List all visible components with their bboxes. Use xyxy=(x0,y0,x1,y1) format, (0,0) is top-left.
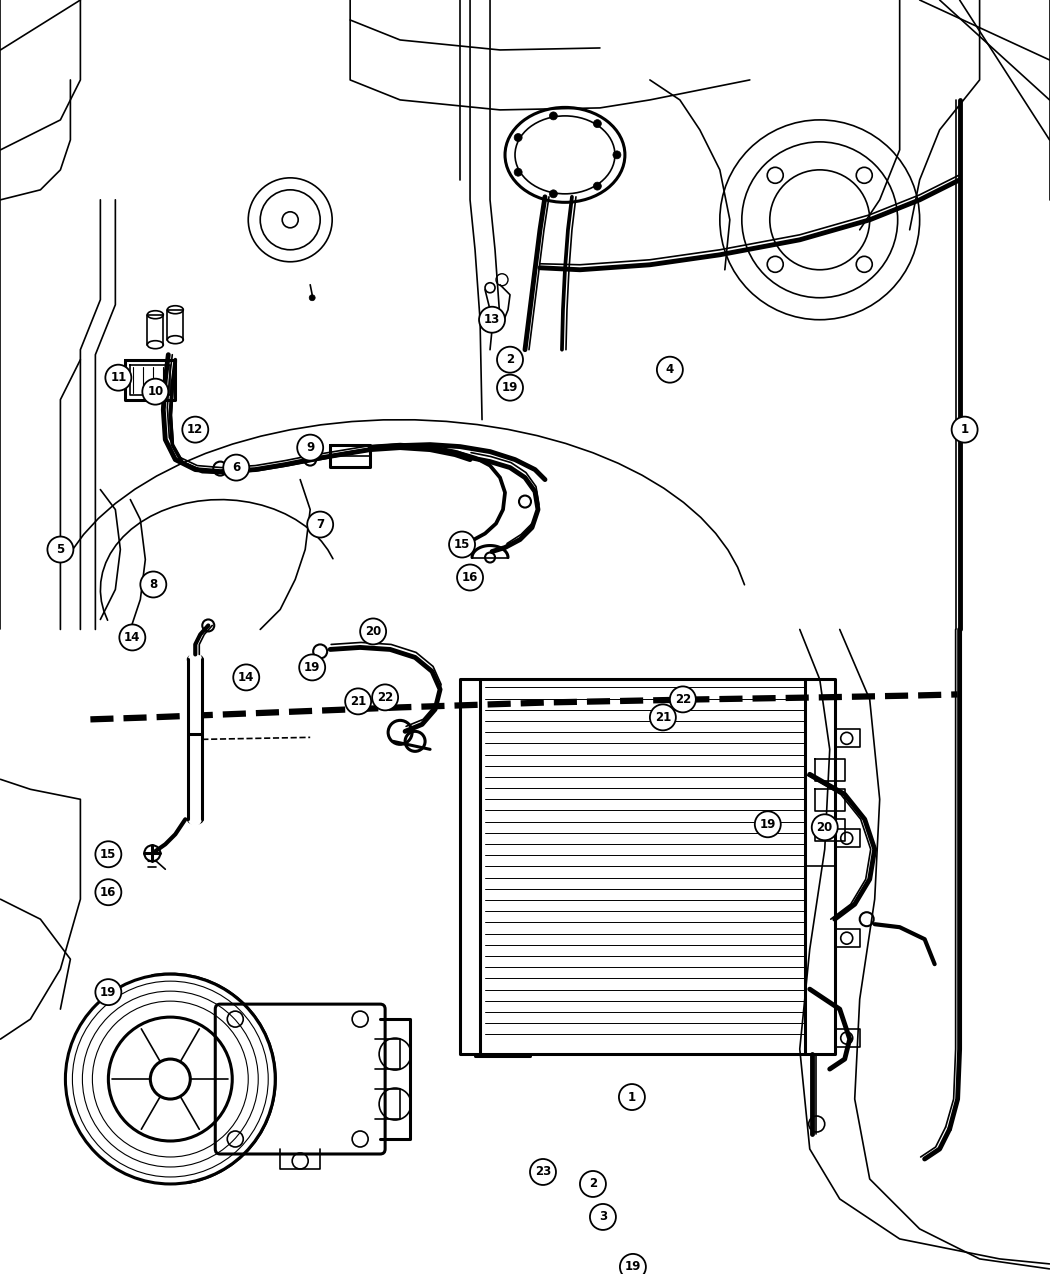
Circle shape xyxy=(613,150,621,159)
Text: 1: 1 xyxy=(961,423,969,436)
Text: 6: 6 xyxy=(232,462,240,474)
Text: 19: 19 xyxy=(304,660,320,674)
Circle shape xyxy=(620,1253,646,1275)
Text: 7: 7 xyxy=(316,518,324,532)
Circle shape xyxy=(372,685,398,710)
Text: 19: 19 xyxy=(100,986,117,998)
Circle shape xyxy=(812,815,838,840)
Text: 19: 19 xyxy=(502,381,519,394)
Text: 2: 2 xyxy=(506,353,514,366)
Text: 23: 23 xyxy=(534,1165,551,1178)
Text: 12: 12 xyxy=(187,423,204,436)
Text: 21: 21 xyxy=(655,711,671,724)
Circle shape xyxy=(96,842,122,867)
Circle shape xyxy=(549,190,558,198)
Text: 22: 22 xyxy=(377,691,394,704)
Text: 13: 13 xyxy=(484,314,500,326)
Text: 20: 20 xyxy=(817,821,833,834)
Circle shape xyxy=(120,625,145,650)
Circle shape xyxy=(449,532,475,557)
Circle shape xyxy=(143,379,168,404)
Circle shape xyxy=(299,654,326,681)
Circle shape xyxy=(360,618,386,644)
Circle shape xyxy=(549,112,558,120)
Text: 1: 1 xyxy=(628,1090,636,1104)
Circle shape xyxy=(304,454,316,465)
Text: 9: 9 xyxy=(306,441,314,454)
Circle shape xyxy=(224,455,249,481)
Circle shape xyxy=(345,688,371,714)
Text: 16: 16 xyxy=(462,571,478,584)
Circle shape xyxy=(105,365,131,390)
Text: 5: 5 xyxy=(57,543,64,556)
Text: 10: 10 xyxy=(147,385,164,398)
Text: 2: 2 xyxy=(589,1178,597,1191)
Circle shape xyxy=(479,307,505,333)
Circle shape xyxy=(590,1204,616,1230)
Text: 3: 3 xyxy=(598,1210,607,1224)
Text: 14: 14 xyxy=(124,631,141,644)
Circle shape xyxy=(96,880,122,905)
Circle shape xyxy=(618,1084,645,1111)
Circle shape xyxy=(514,168,522,176)
Circle shape xyxy=(650,704,676,731)
Circle shape xyxy=(951,417,978,442)
Circle shape xyxy=(233,664,259,690)
Text: 22: 22 xyxy=(675,692,691,706)
Text: 20: 20 xyxy=(365,625,381,638)
Circle shape xyxy=(47,537,74,562)
Circle shape xyxy=(755,811,781,838)
Circle shape xyxy=(297,435,323,460)
Circle shape xyxy=(497,375,523,400)
Text: 4: 4 xyxy=(666,363,674,376)
Circle shape xyxy=(183,417,208,442)
Circle shape xyxy=(530,1159,555,1184)
Circle shape xyxy=(497,347,523,372)
Circle shape xyxy=(514,134,522,142)
Circle shape xyxy=(309,295,315,301)
Circle shape xyxy=(593,120,602,128)
Circle shape xyxy=(657,357,682,382)
Circle shape xyxy=(96,979,122,1005)
Circle shape xyxy=(457,565,483,590)
Text: 21: 21 xyxy=(350,695,366,708)
Text: 8: 8 xyxy=(149,578,158,592)
Circle shape xyxy=(593,182,602,190)
Circle shape xyxy=(580,1170,606,1197)
Text: 16: 16 xyxy=(100,886,117,899)
Text: 19: 19 xyxy=(625,1261,642,1274)
Text: 14: 14 xyxy=(238,671,254,683)
Circle shape xyxy=(308,511,333,538)
Text: 11: 11 xyxy=(110,371,126,384)
Text: 19: 19 xyxy=(759,817,776,831)
Text: 15: 15 xyxy=(100,848,117,861)
Circle shape xyxy=(670,686,696,713)
Text: 15: 15 xyxy=(454,538,470,551)
Circle shape xyxy=(141,571,166,598)
